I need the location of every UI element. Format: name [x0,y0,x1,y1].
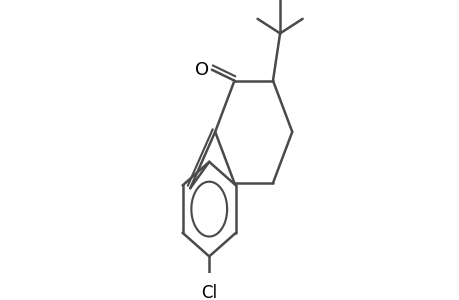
Text: O: O [195,61,209,79]
Text: Cl: Cl [201,284,217,300]
